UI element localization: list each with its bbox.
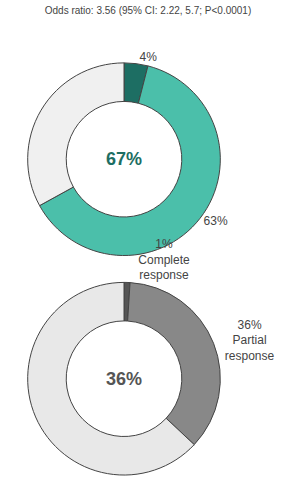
svg-text:67%: 67% bbox=[106, 149, 142, 169]
svg-text:36%: 36% bbox=[106, 369, 142, 389]
svg-text:1%Completeresponse: 1%Completeresponse bbox=[138, 237, 190, 282]
svg-text:63%: 63% bbox=[204, 214, 228, 228]
svg-text:36%Partialresponse: 36%Partialresponse bbox=[225, 318, 275, 363]
svg-text:Odds ratio: 3.56 (95% CI: 2.22: Odds ratio: 3.56 (95% CI: 2.22, 5.7; P<0… bbox=[45, 5, 252, 16]
svg-text:4%: 4% bbox=[140, 50, 158, 64]
